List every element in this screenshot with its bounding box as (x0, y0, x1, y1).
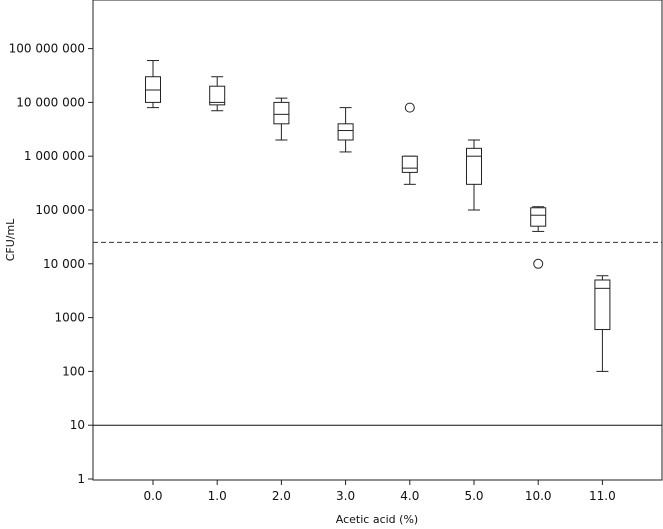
y-axis-title: CFU/mL (4, 218, 17, 261)
y-tick-label: 10 000 000 (16, 95, 85, 109)
x-tick-label: 11.0 (589, 489, 616, 503)
outlier-point (404, 102, 415, 113)
y-tick-label: 10 000 (43, 257, 85, 271)
iqr-box (273, 101, 290, 125)
x-axis-title: Acetic acid (%) (336, 513, 418, 526)
x-tick-label: 10.0 (525, 489, 552, 503)
x-tick-label: 2.0 (272, 489, 291, 503)
outlier-point (533, 258, 544, 269)
reference-lines (93, 241, 662, 426)
iqr-box (209, 85, 226, 106)
box-1.0 (209, 76, 226, 112)
x-tick-label: 3.0 (336, 489, 355, 503)
x-tick-label: 0.0 (143, 489, 162, 503)
box-5.0 (466, 139, 482, 211)
boxes (145, 60, 611, 372)
box-0.0 (145, 60, 161, 109)
x-axis: 0.0 1.0 2.0 3.0 4.0 5.0 10.0 11.0 (143, 480, 616, 503)
x-tick-label: 5.0 (464, 489, 483, 503)
iqr-box (530, 207, 547, 227)
box-2.0 (273, 97, 290, 141)
box-11.0 (594, 275, 611, 372)
x-tick-label: 1.0 (208, 489, 227, 503)
y-axis: 1 10 100 1000 10 000 100 000 1 000 000 10 000 0… (9, 42, 93, 486)
iqr-box (594, 279, 611, 331)
x-tick-label: 4.0 (400, 489, 419, 503)
iqr-box (337, 123, 354, 141)
y-tick-label: 10 (70, 418, 85, 432)
box-10.0 (530, 206, 547, 269)
iqr-box (466, 147, 482, 185)
y-tick-label: 100 (62, 364, 85, 378)
y-tick-label: 100 000 (35, 203, 85, 217)
y-tick-label: 1000 (54, 311, 85, 325)
box-4.0 (401, 102, 418, 185)
y-tick-label: 1 000 000 (24, 149, 85, 163)
plot-frame (92, 0, 663, 481)
y-tick-label: 1 (77, 472, 85, 486)
iqr-box (401, 155, 418, 173)
box-3.0 (337, 107, 354, 153)
y-tick-label: 100 000 000 (9, 42, 85, 56)
